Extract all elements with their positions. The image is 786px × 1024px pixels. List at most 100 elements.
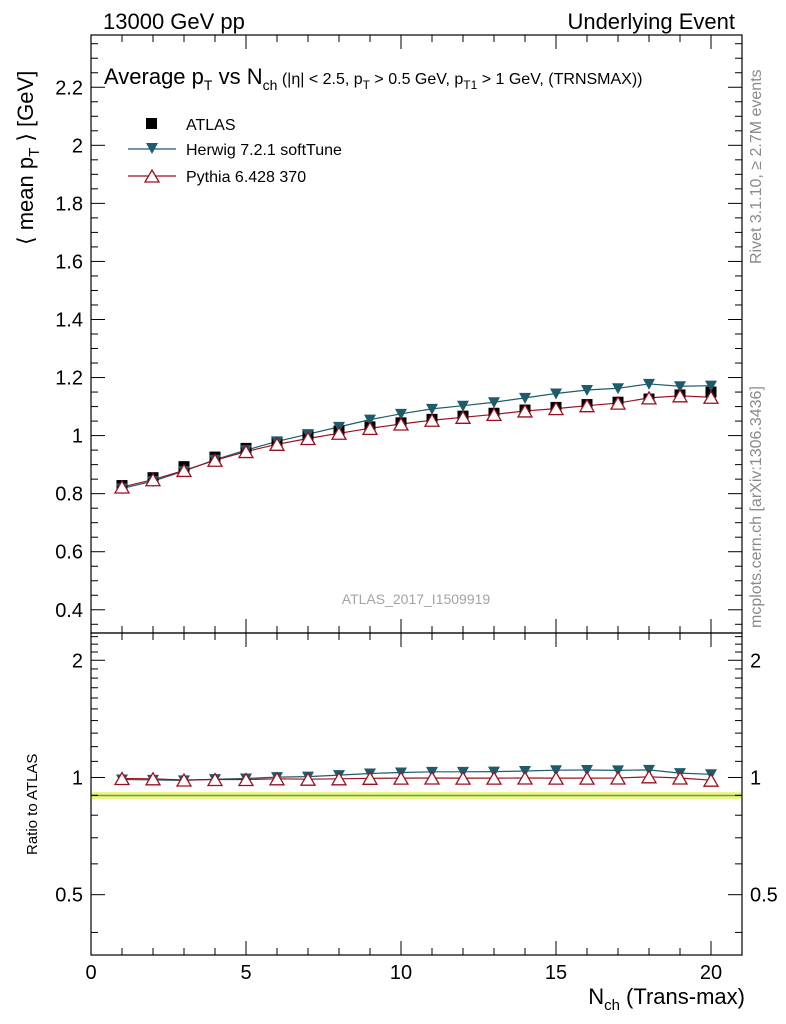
ratio-point-pythia	[702, 772, 720, 787]
main-point-pythia	[144, 472, 162, 487]
ratio-point-pythia	[454, 770, 472, 785]
main-point-herwig	[364, 414, 376, 426]
main-point-pythia	[516, 403, 534, 418]
main-y-tick-label: 1.4	[55, 309, 83, 331]
ratio-point-pythia	[392, 770, 410, 785]
x-tick-label: 0	[85, 962, 96, 984]
main-y-tick-label: 1	[72, 426, 83, 448]
legend-entry-atlas: ATLAS	[146, 117, 236, 134]
ratio-line-pythia	[121, 776, 712, 781]
main-y-tick-label: 2	[72, 135, 83, 157]
ratio-y-axis-ticks	[91, 636, 742, 933]
x-tick-label: 10	[390, 962, 412, 984]
ratio-y-tick-label: 1	[72, 767, 83, 789]
ratio-point-pythia	[609, 770, 627, 785]
legend-label-atlas: ATLAS	[186, 117, 236, 134]
ratio-point-pythia	[423, 770, 441, 785]
main-point-pythia	[237, 444, 255, 459]
x-axis-ticks	[90, 35, 743, 955]
legend-entry-pythia: Pythia 6.428 370	[128, 168, 306, 186]
ratio-y-tick-label-right: 0.5	[750, 885, 778, 907]
ratio-point-pythia	[516, 770, 534, 785]
main-series-layer	[113, 378, 720, 495]
main-point-pythia	[392, 416, 410, 431]
main-point-herwig	[426, 403, 438, 415]
ratio-point-pythia	[237, 772, 255, 787]
ratio-point-pythia	[299, 771, 317, 786]
main-point-pythia	[547, 401, 565, 416]
main-point-pythia	[578, 398, 596, 413]
main-y-tick-label: 2.2	[55, 77, 83, 99]
main-y-tick-label: 0.6	[55, 542, 83, 564]
main-point-herwig	[488, 397, 500, 409]
ratio-point-pythia	[547, 770, 565, 785]
main-y-tick-label: 0.4	[55, 600, 83, 622]
legend-label-pythia: Pythia 6.428 370	[186, 169, 306, 186]
ratio-y-tick-label: 2	[72, 650, 83, 672]
main-y-axis-ticks	[91, 43, 742, 625]
ratio-y-axis-label: Ratio to ATLAS	[24, 754, 41, 855]
x-tick-label: 20	[700, 962, 722, 984]
main-point-herwig	[457, 400, 469, 412]
legend-marker-triangle-up	[143, 168, 161, 183]
ratio-point-pythia	[485, 770, 503, 785]
x-tick-label: 15	[545, 962, 567, 984]
ratio-point-pythia	[144, 771, 162, 786]
main-point-pythia	[671, 388, 689, 403]
main-point-pythia	[640, 390, 658, 405]
mcplots-label: mcplots.cern.ch [arXiv:1306.3436]	[748, 386, 765, 628]
ratio-series-layer	[113, 764, 720, 787]
main-point-pythia	[702, 389, 720, 404]
ratio-point-herwig	[550, 765, 562, 777]
ratio-point-pythia	[640, 769, 658, 784]
ratio-point-pythia	[268, 771, 286, 786]
main-y-tick-label: 1.8	[55, 193, 83, 215]
main-y-tick-label: 1.6	[55, 251, 83, 273]
main-point-herwig	[674, 381, 686, 393]
main-point-herwig	[581, 385, 593, 397]
x-tick-label: 5	[240, 962, 251, 984]
main-point-herwig	[643, 378, 655, 390]
main-point-pythia	[113, 479, 131, 494]
ratio-point-herwig	[581, 765, 593, 777]
main-y-tick-label: 1.2	[55, 368, 83, 390]
plot-title: Average pT vs Nch (|η| < 2.5, pT > 0.5 G…	[104, 64, 643, 93]
main-point-pythia	[206, 452, 224, 467]
ratio-y-tick-labels: 0.5 0.5 1 1 2 2	[55, 650, 778, 906]
main-point-pythia	[423, 412, 441, 427]
main-point-herwig	[705, 380, 717, 392]
legend-marker-triangle-down	[146, 143, 158, 154]
legend: ATLAS Herwig 7.2.1 softTune Pythia 6.428…	[128, 117, 342, 186]
main-point-pythia	[299, 431, 317, 446]
main-point-pythia	[361, 421, 379, 435]
main-y-axis-label: ⟨ mean pT ⟩ [GeV]	[13, 71, 43, 245]
analysis-watermark: ATLAS_2017_I1509919	[342, 591, 491, 607]
header-right: Underlying Event	[567, 9, 735, 34]
ratio-y-tick-label: 0.5	[55, 885, 83, 907]
main-point-pythia	[175, 463, 193, 478]
main-point-herwig	[612, 383, 624, 395]
main-point-pythia	[609, 395, 627, 410]
legend-label-herwig: Herwig 7.2.1 softTune	[186, 142, 342, 159]
main-point-herwig	[519, 392, 531, 404]
main-point-pythia	[454, 410, 472, 424]
main-point-pythia	[485, 407, 503, 422]
x-axis-label: Nch (Trans-max)	[588, 984, 745, 1014]
main-point-herwig	[550, 388, 562, 400]
main-point-pythia	[268, 437, 286, 451]
x-tick-labels: 0 5 10 15 20	[85, 962, 722, 984]
ratio-point-pythia	[113, 771, 131, 786]
ratio-y-tick-label-right: 1	[750, 767, 761, 789]
ratio-point-pythia	[206, 772, 224, 787]
ratio-y-tick-label-right: 2	[750, 650, 761, 672]
main-point-pythia	[330, 425, 348, 440]
header-left: 13000 GeV pp	[103, 9, 245, 34]
legend-marker-square	[146, 118, 157, 129]
ratio-point-pythia	[578, 770, 596, 785]
legend-entry-herwig: Herwig 7.2.1 softTune	[128, 142, 342, 159]
main-y-tick-labels: 0.4 0.6 0.8 1 1.2 1.4 1.6 1.8 2 2.2	[55, 77, 83, 622]
main-y-tick-label: 0.8	[55, 484, 83, 506]
rivet-version-label: Rivet 3.1.10, ≥ 2.7M events	[748, 69, 765, 264]
ratio-point-pythia	[671, 770, 689, 785]
